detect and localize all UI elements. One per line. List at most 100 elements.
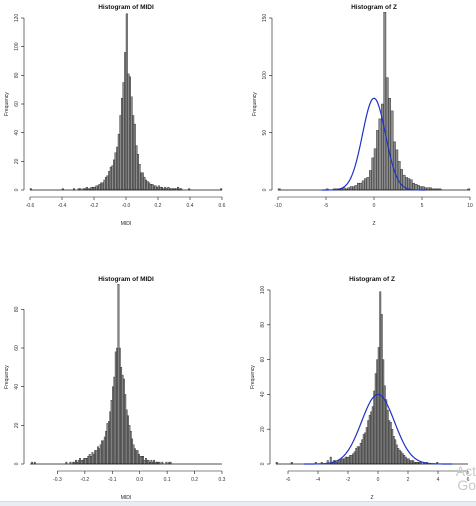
histogram-bar	[127, 415, 129, 465]
histogram-bar	[404, 456, 407, 465]
histogram-bar	[140, 172, 143, 191]
histogram-bar	[406, 458, 409, 465]
histogram-bar	[388, 420, 391, 465]
x-tick-label: -5	[324, 203, 329, 209]
histogram-bar	[390, 110, 394, 191]
histogram-bar	[346, 456, 349, 465]
x-tick-label: 0	[373, 203, 376, 209]
y-tick-label: 60	[14, 101, 20, 107]
histogram-bar	[382, 359, 385, 465]
histogram-bar	[400, 451, 403, 465]
y-tick-label: 100	[14, 42, 20, 51]
histogram-bar	[116, 146, 119, 191]
histogram-bar	[101, 182, 104, 191]
x-tick-label: -4	[316, 477, 321, 483]
x-axis-label: MIDI	[121, 495, 132, 501]
histogram-bar	[385, 399, 388, 465]
histogram-bar	[139, 456, 142, 465]
histogram-bar	[101, 440, 103, 465]
histogram-bar	[383, 385, 386, 465]
histogram-bar	[87, 456, 90, 465]
histogram-bar	[367, 420, 370, 465]
y-tick-label: 100	[262, 71, 268, 80]
y-tick-label: 40	[14, 384, 20, 390]
histogram-bar	[94, 450, 97, 465]
histogram-bar	[105, 176, 107, 191]
histogram-bar	[90, 186, 93, 191]
histogram-bar	[134, 448, 136, 465]
histogram-bar	[111, 165, 114, 191]
histogram-bar	[114, 351, 117, 465]
histogram-bar	[356, 446, 359, 465]
histogram-bar	[121, 374, 124, 465]
watermark-line-2: Go	[457, 477, 476, 492]
histogram-bar	[145, 179, 147, 191]
histogram-bar	[349, 186, 353, 191]
histogram-bar	[365, 427, 368, 465]
histogram-bar	[385, 77, 389, 191]
histogram-bar	[79, 458, 81, 465]
histogram-bar	[88, 454, 91, 465]
histogram-bar	[146, 459, 149, 465]
x-tick-label: 6	[467, 477, 470, 483]
histogram-bar	[177, 186, 179, 191]
histogram-bar	[359, 182, 363, 191]
y-tick-label: 150	[262, 14, 268, 23]
histogram-bar	[369, 170, 372, 191]
histogram-bar	[373, 148, 377, 191]
histogram-bar	[386, 409, 389, 465]
histogram-bar	[412, 182, 415, 191]
histogram-bar	[357, 182, 360, 191]
histogram-bar	[109, 411, 112, 465]
histogram-bar	[102, 440, 105, 465]
histogram-bar	[95, 450, 98, 465]
histogram-bar	[352, 453, 355, 465]
y-tick-label: 80	[260, 322, 266, 328]
x-tick-label: 5	[421, 203, 424, 209]
chart-title: Histogram of MIDI	[98, 276, 154, 283]
histogram-bar	[103, 179, 106, 191]
histogram-bar	[159, 186, 162, 191]
histogram-bar	[391, 429, 394, 465]
histogram-bar	[354, 185, 358, 191]
histogram-bar	[98, 184, 101, 191]
y-tick-label: 120	[14, 14, 20, 23]
histogram-bar	[81, 459, 84, 465]
histogram-bar	[113, 376, 116, 465]
histogram-bar	[373, 390, 376, 465]
y-tick-label: 40	[14, 130, 20, 136]
histogram-bar	[149, 184, 152, 191]
x-tick-label: 0.4	[187, 203, 194, 209]
histogram-bar	[376, 130, 379, 191]
histogram-bar	[107, 421, 110, 465]
histogram-bar	[395, 149, 399, 191]
x-tick-label: 4	[437, 477, 440, 483]
histogram-bar	[125, 409, 128, 465]
histogram-bar	[352, 186, 355, 191]
histogram-bar	[93, 186, 96, 191]
x-tick-label: -0.0	[122, 203, 131, 209]
histogram-bar	[409, 179, 413, 191]
histogram-bar	[108, 171, 111, 191]
histogram-bar	[84, 458, 87, 465]
histogram-bar	[98, 448, 101, 465]
histogram-bar	[376, 359, 379, 465]
histogram-bar	[122, 82, 125, 191]
histogram-bar	[341, 458, 344, 465]
histogram-bar	[112, 386, 114, 465]
histogram-bar	[138, 164, 141, 191]
histogram-bar	[151, 184, 154, 191]
histogram-bar	[350, 455, 353, 465]
y-axis-label: Frequency	[250, 365, 256, 389]
histogram-bar	[410, 460, 413, 465]
histogram-bar	[414, 184, 418, 191]
histogram-bar	[105, 430, 107, 465]
histogram-bar	[117, 133, 120, 191]
x-tick-label: -2	[346, 477, 351, 483]
histogram-bar	[97, 185, 99, 191]
histogram-bar	[161, 186, 163, 191]
histogram-bar	[355, 448, 358, 465]
histogram-bar	[110, 400, 113, 465]
histogram-bar	[147, 459, 150, 465]
